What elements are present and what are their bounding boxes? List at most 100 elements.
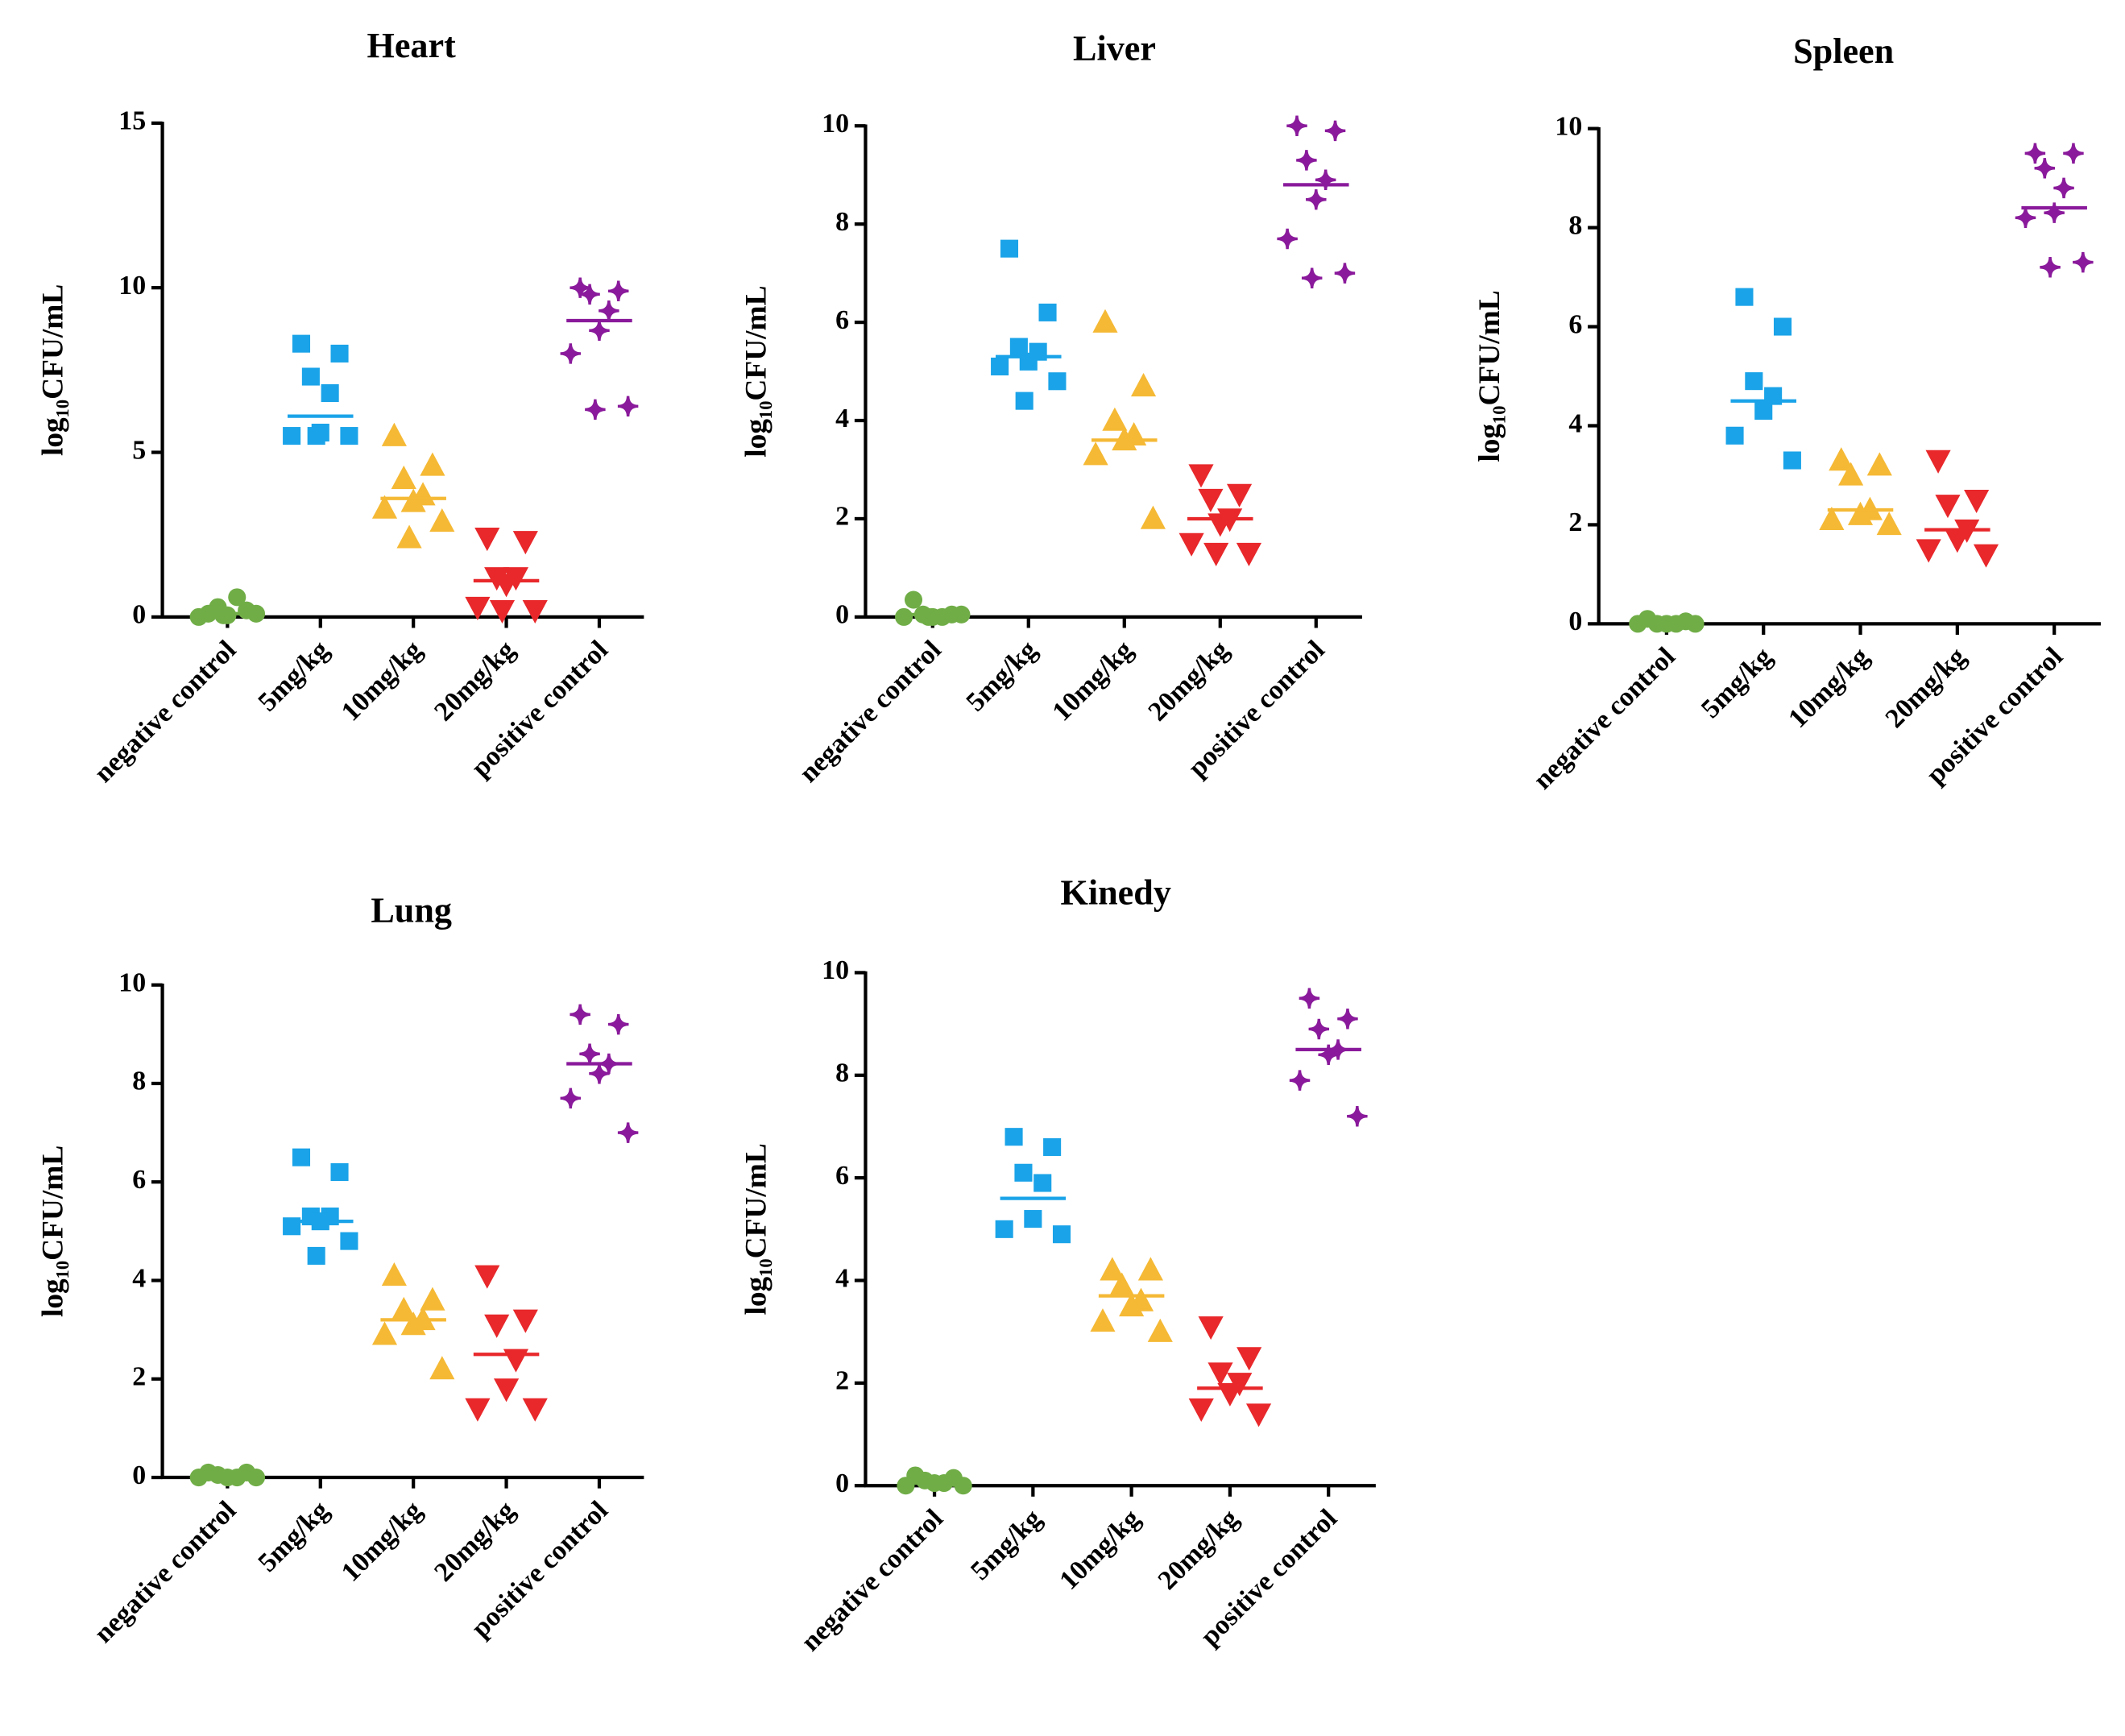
y-tick-label: 4 <box>1568 408 1582 438</box>
point <box>1916 539 1941 563</box>
y-tick-label: 4 <box>132 1263 146 1293</box>
panel: Kinedy log₁₀CFU/mL 0 2 4 6 8 10 negative control… <box>740 872 1376 1657</box>
point <box>1198 1316 1224 1340</box>
point <box>420 1286 445 1311</box>
y-axis-label: log₁₀CFU/mL <box>37 1146 70 1317</box>
point <box>1009 338 1028 356</box>
point <box>1308 1018 1330 1040</box>
point <box>1725 426 1744 445</box>
x-tick-label: 20mg/kg <box>429 1495 520 1587</box>
point <box>429 1356 455 1380</box>
point <box>381 422 407 446</box>
y-tick-label: 0 <box>835 600 849 630</box>
point <box>474 528 500 552</box>
y-axis-label: log₁₀CFU/mL <box>740 1143 773 1315</box>
point <box>607 280 629 302</box>
point <box>371 495 398 519</box>
chart-title: Lung <box>371 891 452 930</box>
y-tick-label: 10 <box>822 109 849 139</box>
point <box>991 357 1009 375</box>
y-tick-label: 15 <box>118 106 146 136</box>
x-tick-label: 10mg/kg <box>1054 1504 1145 1596</box>
point <box>607 1013 629 1035</box>
point <box>330 1162 349 1182</box>
point <box>570 1004 591 1025</box>
point <box>1178 532 1204 557</box>
point <box>895 607 913 626</box>
y-tick-label: 4 <box>835 404 849 433</box>
point <box>1130 373 1157 397</box>
point <box>1015 392 1034 410</box>
y-tick-label: 10 <box>118 967 146 997</box>
point <box>1188 1398 1214 1423</box>
panel: Lung log₁₀CFU/mL 0 2 4 6 8 10 negative control 5m… <box>37 891 644 1649</box>
point <box>283 427 301 445</box>
y-tick-label: 6 <box>835 1161 849 1191</box>
point <box>1964 489 1990 514</box>
point <box>465 596 491 620</box>
point <box>1119 1293 1145 1317</box>
point <box>1207 1362 1233 1386</box>
point <box>218 1469 237 1487</box>
x-tick-label: 5mg/kg <box>253 1495 335 1577</box>
y-tick-label: 8 <box>132 1067 146 1096</box>
point <box>1277 228 1298 250</box>
point <box>1935 495 1961 519</box>
point <box>474 1265 500 1289</box>
point <box>1090 1308 1116 1332</box>
point <box>1286 115 1307 137</box>
chart-title: Liver <box>1073 29 1156 68</box>
point <box>522 1398 548 1422</box>
y-tick-label: 6 <box>1568 309 1582 339</box>
point <box>1245 1403 1272 1427</box>
y-tick-label: 6 <box>835 305 849 335</box>
point <box>381 1262 407 1286</box>
y-axis-label: log₁₀CFU/mL <box>1473 290 1506 462</box>
y-tick-label: 10 <box>118 271 146 300</box>
point <box>1100 1257 1125 1281</box>
point <box>1236 1347 1262 1371</box>
point <box>904 590 923 609</box>
point <box>301 367 320 386</box>
point <box>897 1477 915 1495</box>
point <box>560 1088 582 1109</box>
y-tick-label: 10 <box>1555 111 1582 141</box>
point <box>400 488 426 512</box>
point <box>1137 1257 1163 1281</box>
x-tick-label: 10mg/kg <box>336 1495 428 1587</box>
x-tick-label: negative control <box>793 635 947 788</box>
point <box>391 465 416 489</box>
point <box>512 1309 538 1333</box>
point <box>2024 143 2046 164</box>
point <box>246 1469 266 1487</box>
point <box>1347 1105 1368 1127</box>
point <box>1296 150 1317 171</box>
y-tick-label: 8 <box>835 207 849 237</box>
point <box>1000 239 1019 258</box>
y-axis-label: log₁₀CFU/mL <box>740 285 773 457</box>
point <box>1925 450 1951 474</box>
point <box>1052 1225 1071 1244</box>
point <box>1973 544 1999 568</box>
y-tick-label: 2 <box>835 502 849 532</box>
panel: Spleen log₁₀CFU/mL 0 2 4 6 8 10 negative control… <box>1473 31 2101 795</box>
point <box>1092 309 1118 333</box>
y-axis-label: log₁₀CFU/mL <box>37 284 70 456</box>
point <box>1745 372 1763 391</box>
x-tick-label: 10mg/kg <box>336 635 428 727</box>
point <box>1334 263 1356 284</box>
point <box>400 1311 426 1336</box>
point <box>589 320 610 342</box>
x-tick-label: 10mg/kg <box>1783 642 1874 734</box>
point <box>189 1469 208 1487</box>
point <box>1773 317 1792 336</box>
point <box>599 300 619 321</box>
point <box>1203 542 1229 566</box>
point <box>1005 1128 1023 1146</box>
point <box>340 427 358 445</box>
point <box>307 1246 325 1265</box>
point <box>340 1232 358 1250</box>
point <box>1034 1174 1052 1192</box>
x-tick-label: 5mg/kg <box>961 635 1043 717</box>
point <box>560 343 582 364</box>
